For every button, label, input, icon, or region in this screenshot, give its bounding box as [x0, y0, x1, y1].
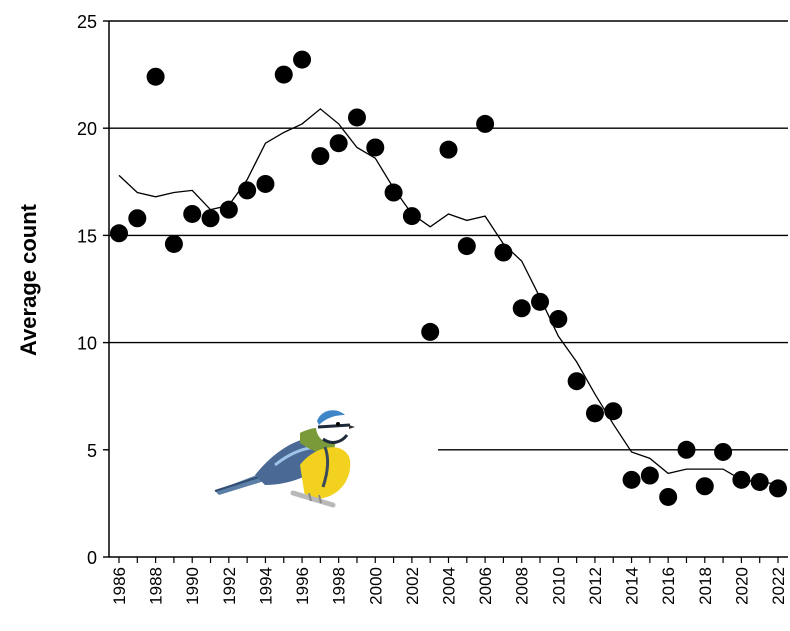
data-point — [622, 470, 641, 489]
data-point — [128, 209, 147, 228]
data-point — [567, 372, 586, 391]
data-point — [439, 140, 458, 159]
data-point — [201, 209, 220, 228]
data-point — [659, 487, 678, 506]
data-point — [110, 224, 128, 243]
data-point — [293, 50, 312, 69]
x-tick-label: 2018 — [696, 567, 715, 605]
data-point — [146, 67, 165, 86]
data-point — [347, 108, 366, 127]
x-tick-label: 2012 — [586, 567, 605, 605]
data-point — [457, 237, 476, 256]
points-series — [110, 50, 787, 506]
x-tick-label: 2000 — [366, 567, 385, 605]
trend-series — [118, 108, 779, 485]
data-point — [494, 243, 513, 262]
x-tick-labels: 1986 1988 1990 1992 1994 1996 1998 2000 2002 2004… — [110, 557, 788, 605]
gridlines — [109, 20, 788, 451]
x-tick-label: 2002 — [403, 567, 422, 605]
data-point — [604, 402, 623, 421]
data-point — [695, 477, 714, 496]
data-point — [585, 404, 604, 423]
data-point — [329, 134, 348, 153]
x-tick-label: 2004 — [440, 567, 459, 605]
data-point — [512, 299, 531, 318]
data-point — [677, 440, 696, 459]
blue-tit-bird-icon — [214, 410, 355, 508]
y-tick-label: 15 — [77, 226, 97, 246]
data-point — [769, 479, 787, 498]
x-tick-label: 1996 — [293, 567, 312, 605]
data-point — [750, 472, 769, 491]
x-tick-label: 2014 — [623, 567, 642, 605]
data-point — [183, 204, 202, 223]
data-point — [238, 181, 257, 200]
y-tick-label: 5 — [87, 441, 97, 461]
x-tick-label: 1998 — [330, 567, 349, 605]
x-tick-label: 2020 — [732, 567, 751, 605]
data-point — [311, 147, 330, 166]
y-tick-label: 25 — [77, 12, 97, 32]
x-tick-label: 2008 — [513, 567, 532, 605]
trend-line — [118, 108, 779, 485]
data-point — [640, 466, 659, 485]
data-point — [476, 114, 495, 133]
x-tick-label: 2006 — [476, 567, 495, 605]
data-point — [274, 65, 293, 84]
data-point — [256, 174, 275, 193]
data-point — [531, 292, 550, 311]
x-tick-label: 1992 — [220, 567, 239, 605]
axes — [108, 21, 788, 558]
y-tick-label: 10 — [77, 334, 97, 354]
data-point — [421, 322, 440, 341]
data-point — [366, 138, 385, 157]
data-point — [402, 207, 421, 226]
y-axis-label: Average count — [16, 203, 41, 356]
x-tick-label: 1988 — [147, 567, 166, 605]
data-point — [164, 234, 183, 253]
x-tick-label: 2022 — [769, 567, 788, 605]
y-tick-label: 0 — [87, 548, 97, 568]
x-tick-label: 2016 — [659, 567, 678, 605]
data-point — [549, 310, 568, 329]
x-tick-label: 1986 — [110, 567, 129, 605]
data-point — [384, 183, 403, 202]
y-tick-label: 20 — [77, 119, 97, 139]
data-point — [714, 442, 733, 461]
x-tick-label: 1994 — [256, 567, 275, 605]
data-point — [732, 470, 751, 489]
x-tick-label: 2010 — [549, 567, 568, 605]
x-tick-label: 1990 — [183, 567, 202, 605]
y-tick-labels: 0 5 10 15 20 25 — [77, 12, 109, 568]
data-point — [219, 200, 238, 219]
